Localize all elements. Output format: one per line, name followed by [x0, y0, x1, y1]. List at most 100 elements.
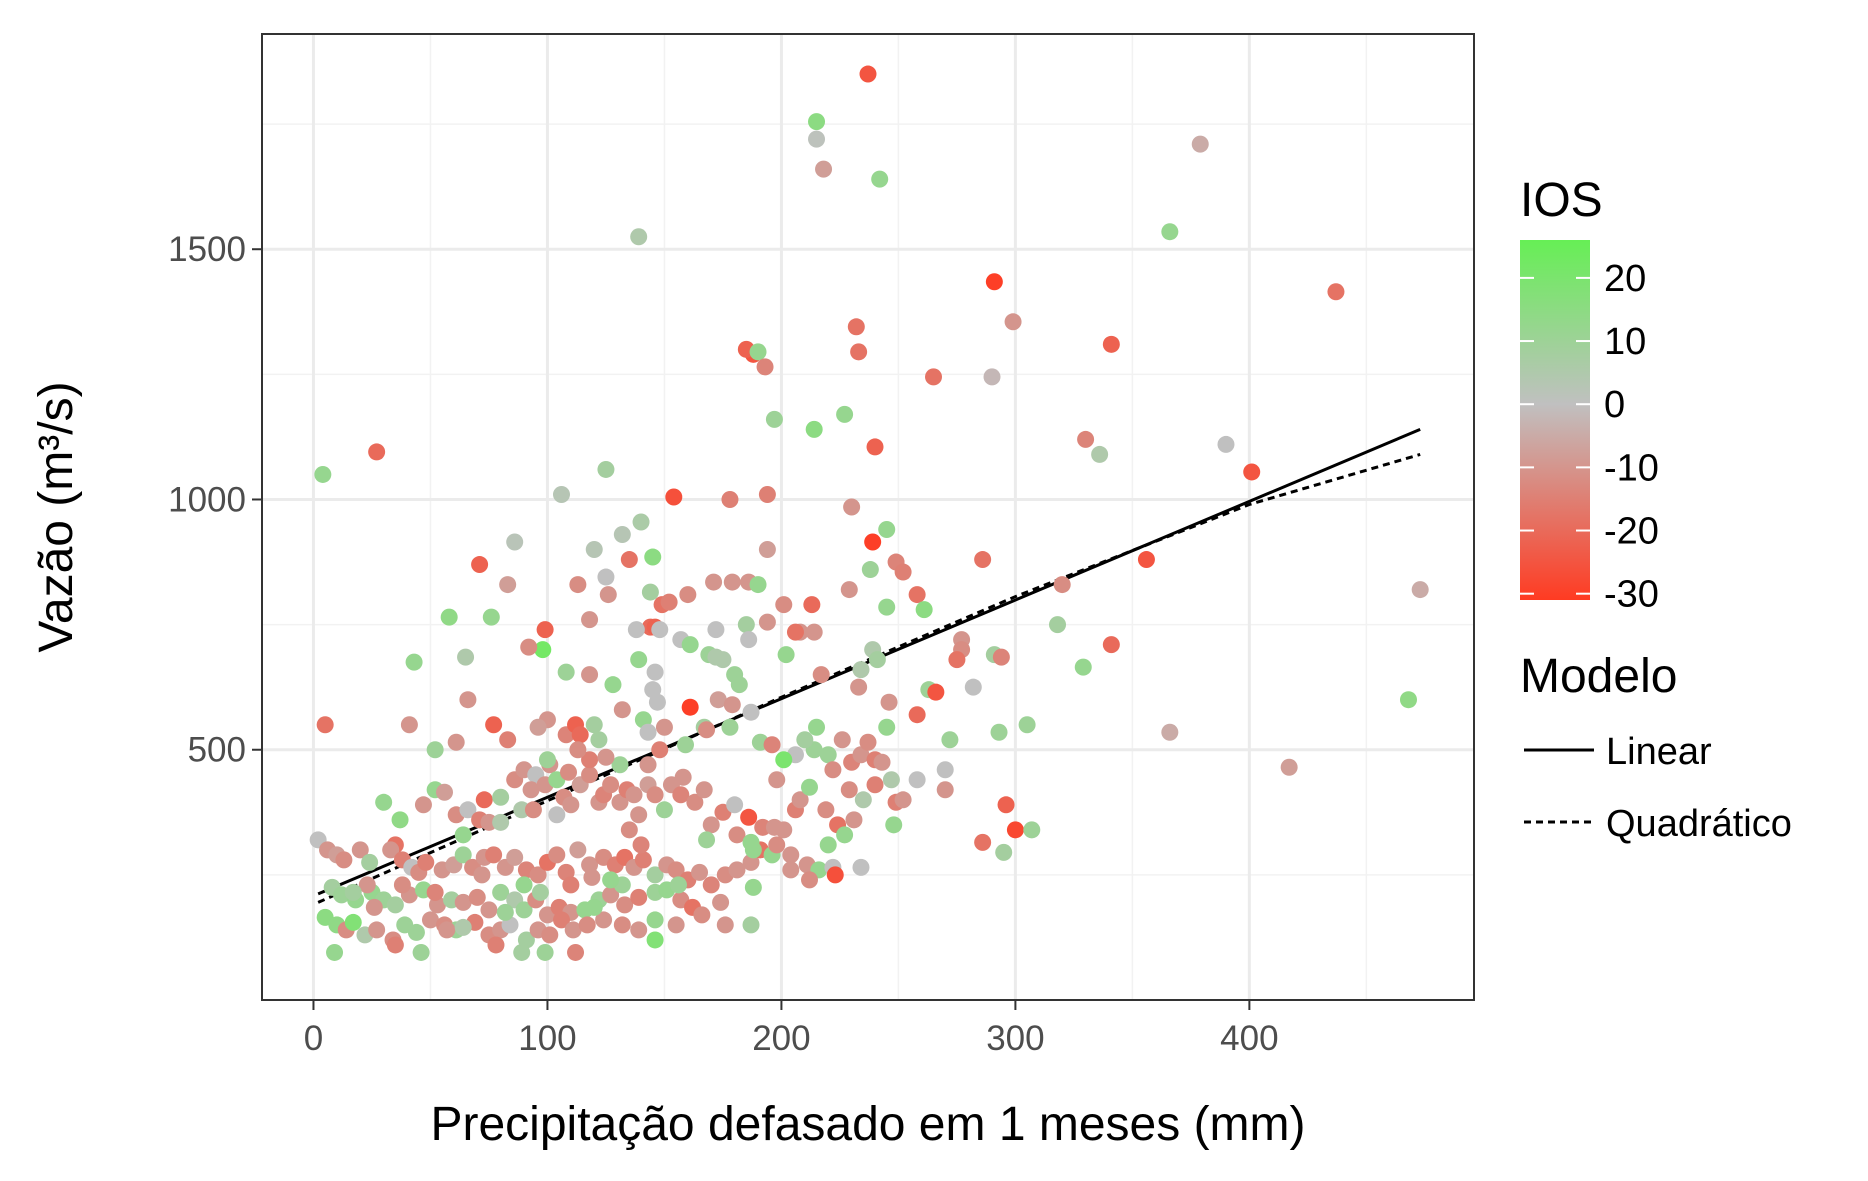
data-point — [866, 438, 884, 456]
data-point — [496, 903, 514, 921]
data-point — [819, 836, 837, 854]
data-point — [1191, 135, 1209, 153]
x-axis-title: Precipitação defasado em 1 meses (mm) — [430, 1098, 1305, 1151]
data-point — [964, 678, 982, 696]
data-point — [646, 911, 664, 929]
data-point — [475, 791, 493, 809]
data-point — [522, 781, 540, 799]
data-point — [326, 943, 344, 961]
data-point — [567, 943, 585, 961]
data-point — [861, 561, 879, 579]
color-tick-label: -30 — [1604, 574, 1659, 616]
color-legend-ticks: 20 10 0 -10 -20 -30 — [1520, 258, 1659, 616]
data-point — [335, 851, 353, 869]
data-point — [894, 563, 912, 581]
data-point — [585, 716, 603, 734]
data-point — [599, 586, 617, 604]
data-point — [705, 573, 723, 591]
data-point — [548, 846, 566, 864]
data-point — [557, 663, 575, 681]
data-point — [436, 783, 454, 801]
data-point — [1280, 758, 1298, 776]
data-point — [578, 916, 596, 934]
data-point — [667, 861, 685, 879]
data-point — [625, 786, 643, 804]
data-point — [564, 921, 582, 939]
y-tick-label: 500 — [188, 731, 246, 770]
data-point — [742, 916, 760, 934]
data-point — [400, 716, 418, 734]
data-point — [351, 841, 369, 859]
data-point — [1006, 821, 1024, 839]
data-point — [513, 943, 531, 961]
data-point — [538, 751, 556, 769]
data-point — [702, 816, 720, 834]
data-point — [426, 883, 444, 901]
data-point — [775, 821, 793, 839]
data-point — [562, 876, 580, 894]
data-point — [344, 883, 362, 901]
data-point — [754, 818, 772, 836]
legend-label-quadratic: Quadrático — [1606, 803, 1792, 845]
data-point — [569, 741, 587, 759]
data-point — [812, 666, 830, 684]
data-point — [616, 896, 634, 914]
data-point — [669, 876, 687, 894]
data-point — [693, 906, 711, 924]
data-point — [569, 841, 587, 859]
data-point — [707, 621, 725, 639]
data-point — [482, 608, 500, 626]
x-axis-ticks: 0 100 200 300 400 — [304, 1000, 1279, 1058]
data-point — [791, 791, 809, 809]
data-point — [995, 843, 1013, 861]
data-point — [885, 816, 903, 834]
data-points — [309, 65, 1429, 961]
data-point — [803, 596, 821, 614]
data-point — [782, 861, 800, 879]
data-point — [632, 836, 650, 854]
data-point — [948, 651, 966, 669]
data-point — [997, 796, 1015, 814]
data-point — [756, 358, 774, 376]
data-point — [386, 936, 404, 954]
data-point — [709, 691, 727, 709]
data-point — [660, 593, 678, 611]
data-point — [840, 781, 858, 799]
color-tick-label: 10 — [1604, 321, 1646, 363]
data-point — [581, 766, 599, 784]
data-point — [808, 130, 826, 148]
data-point — [457, 648, 475, 666]
data-point — [936, 761, 954, 779]
data-point — [730, 676, 748, 694]
data-point — [487, 936, 505, 954]
data-point — [775, 751, 793, 769]
data-point — [1091, 445, 1109, 463]
data-point — [740, 808, 758, 826]
data-point — [712, 893, 730, 911]
data-point — [536, 621, 554, 639]
data-point — [882, 771, 900, 789]
data-point — [702, 876, 720, 894]
data-point — [815, 160, 833, 178]
data-point — [597, 568, 615, 586]
data-point — [590, 731, 608, 749]
data-point — [581, 751, 599, 769]
data-point — [529, 866, 547, 884]
x-tick-label: 300 — [986, 1019, 1044, 1058]
data-point — [852, 858, 870, 876]
data-point — [1074, 658, 1092, 676]
data-point — [393, 876, 411, 894]
data-point — [529, 718, 547, 736]
data-point — [382, 841, 400, 859]
data-point — [878, 598, 896, 616]
data-point — [386, 896, 404, 914]
data-point — [672, 786, 690, 804]
data-point — [908, 706, 926, 724]
data-point — [1077, 430, 1095, 448]
data-point — [716, 916, 734, 934]
data-point — [548, 806, 566, 824]
data-point — [314, 465, 332, 483]
data-point — [686, 793, 704, 811]
data-point — [676, 736, 694, 754]
